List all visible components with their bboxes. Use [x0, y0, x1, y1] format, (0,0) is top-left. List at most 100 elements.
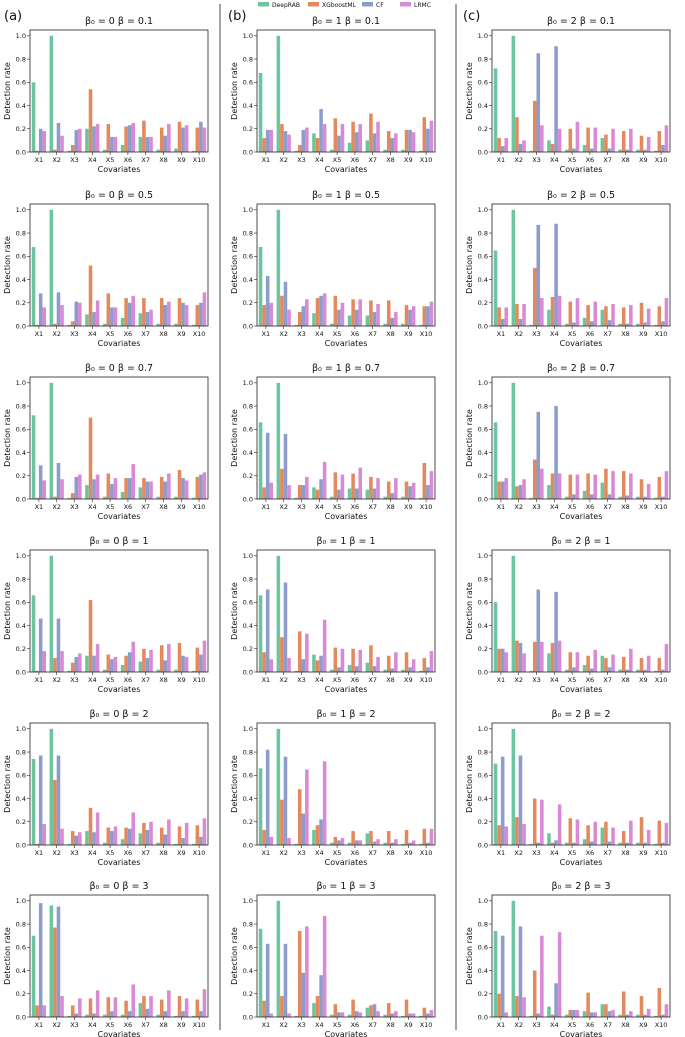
bar-deeprab-x1 — [258, 595, 263, 672]
bar-cf-x4 — [554, 591, 558, 672]
bar-xgboostml-x5 — [333, 118, 338, 152]
bar-deeprab-x3 — [294, 497, 298, 499]
legend-label-deeprab: DeepRAB — [272, 2, 300, 9]
bar-xgboostml-x8 — [621, 471, 626, 499]
bar-xgboostml-x3 — [297, 789, 302, 845]
bar-lrmc-x1 — [269, 659, 274, 672]
axes-frame — [256, 203, 436, 327]
x-tick-label: X3 — [532, 156, 541, 164]
bar-cf-x5 — [110, 831, 114, 845]
bar-cf-x7 — [372, 1004, 377, 1017]
bar-cf-x2 — [283, 756, 288, 845]
chart-title: β₀ = 1 β = 1 — [316, 536, 375, 547]
x-tick-label: X5 — [106, 1021, 115, 1029]
x-axis-label: Covariates — [560, 512, 603, 521]
bar-deeprab-x8 — [383, 496, 387, 499]
bar-xgboostml-x10 — [422, 117, 427, 152]
bar-deeprab-x3 — [67, 150, 71, 152]
bar-deeprab-x6 — [347, 488, 352, 499]
bar-cf-x2 — [518, 319, 523, 326]
x-tick-label: X7 — [603, 156, 612, 164]
bar-xgboostml-x2 — [280, 124, 284, 152]
bar-xgboostml-x1 — [35, 324, 39, 326]
chart-title: β₀ = 1 β = 3 — [316, 881, 375, 892]
bar-deeprab-x3 — [529, 150, 533, 152]
bar-lrmc-x9 — [411, 659, 416, 672]
bar-xgboostml-x9 — [404, 652, 409, 672]
bar-deeprab-x1 — [31, 246, 36, 326]
bar-lrmc-x10 — [429, 120, 434, 152]
x-tick-label: X3 — [297, 1021, 306, 1029]
chart-15: β₀ = 2 β = 0.7 0.0 0.2 0.4 0.6 0.8 1.0 X1 X2 X3 X4… — [465, 363, 671, 521]
legend-label-lrmc: LRMC — [414, 2, 431, 9]
bar-xgboostml-x5 — [568, 301, 573, 326]
bar-lrmc-x3 — [305, 299, 309, 326]
bar-lrmc-x6 — [131, 122, 136, 152]
chart-title: β₀ = 1 β = 0.1 — [312, 16, 380, 27]
x-tick-label: X4 — [315, 156, 324, 164]
bar-deeprab-x4 — [85, 831, 89, 845]
bar-cf-x2 — [56, 462, 61, 499]
x-tick-label: X5 — [568, 156, 577, 164]
bar-cf-x5 — [572, 494, 576, 499]
x-tick-label: X3 — [297, 330, 306, 338]
bar-cf-x2 — [518, 755, 523, 845]
bar-cf-x7 — [145, 312, 150, 326]
bar-cf-x4 — [319, 295, 323, 326]
y-tick-label: 0.8 — [478, 748, 488, 756]
bar-lrmc-x8 — [629, 473, 633, 499]
bar-cf-x2 — [283, 943, 288, 1017]
bar-xgboostml-x9 — [639, 302, 644, 326]
bar-lrmc-x2 — [522, 653, 526, 672]
bar-cf-x6 — [589, 841, 594, 845]
bar-cf-x1 — [500, 648, 505, 672]
x-tick-label: X3 — [532, 676, 541, 684]
bar-lrmc-x9 — [184, 822, 189, 845]
x-tick-label: X3 — [297, 156, 306, 164]
x-tick-label: X7 — [141, 156, 150, 164]
bar-xgboostml-x10 — [657, 820, 662, 845]
bar-xgboostml-x2 — [515, 996, 519, 1017]
bar-xgboostml-x3 — [297, 312, 302, 326]
bar-deeprab-x10 — [418, 497, 423, 499]
bar-deeprab-x10 — [653, 670, 658, 672]
bar-xgboostml-x10 — [195, 305, 200, 326]
bar-xgboostml-x1 — [262, 305, 266, 326]
bar-lrmc-x7 — [376, 656, 380, 672]
bar-lrmc-x2 — [60, 135, 64, 152]
y-tick-label: 0.8 — [478, 55, 488, 63]
bar-deeprab-x2 — [49, 905, 54, 1017]
bar-deeprab-x9 — [174, 323, 178, 326]
bar-cf-x1 — [265, 749, 270, 845]
legend-label-xgboostml: XGboostML — [322, 2, 357, 9]
x-tick-label: X6 — [586, 1021, 595, 1029]
bar-lrmc-x6 — [131, 464, 136, 499]
bar-cf-x2 — [56, 906, 61, 1017]
y-tick-label: 0.6 — [478, 253, 488, 261]
bar-deeprab-x8 — [618, 496, 622, 499]
bar-lrmc-x9 — [184, 656, 189, 672]
bar-lrmc-x2 — [522, 303, 526, 326]
chart-16: β₀ = 2 β = 1 0.0 0.2 0.4 0.6 0.8 1.0 X1 X2 X3 X4 X5… — [465, 536, 671, 694]
bar-lrmc-x5 — [575, 474, 580, 499]
bar-deeprab-x2 — [276, 209, 281, 326]
x-tick-label: X10 — [193, 849, 206, 857]
bar-xgboostml-x9 — [177, 996, 182, 1017]
bar-xgboostml-x7 — [604, 658, 608, 672]
bar-lrmc-x7 — [149, 649, 153, 672]
y-tick-label: 0.2 — [243, 645, 253, 653]
bar-xgboostml-x10 — [422, 306, 427, 326]
x-tick-label: X6 — [351, 156, 360, 164]
bar-xgboostml-x8 — [621, 656, 626, 672]
bar-xgboostml-x8 — [621, 307, 626, 326]
x-axis-label: Covariates — [560, 685, 603, 694]
bar-cf-x7 — [372, 488, 377, 499]
bar-xgboostml-x8 — [386, 655, 391, 672]
bar-cf-x10 — [199, 836, 203, 845]
bar-cf-x10 — [426, 667, 430, 672]
y-axis-label: Detection rate — [230, 582, 239, 640]
bar-xgboostml-x2 — [280, 799, 284, 845]
bar-deeprab-x7 — [138, 661, 143, 672]
bar-cf-x5 — [110, 483, 114, 499]
